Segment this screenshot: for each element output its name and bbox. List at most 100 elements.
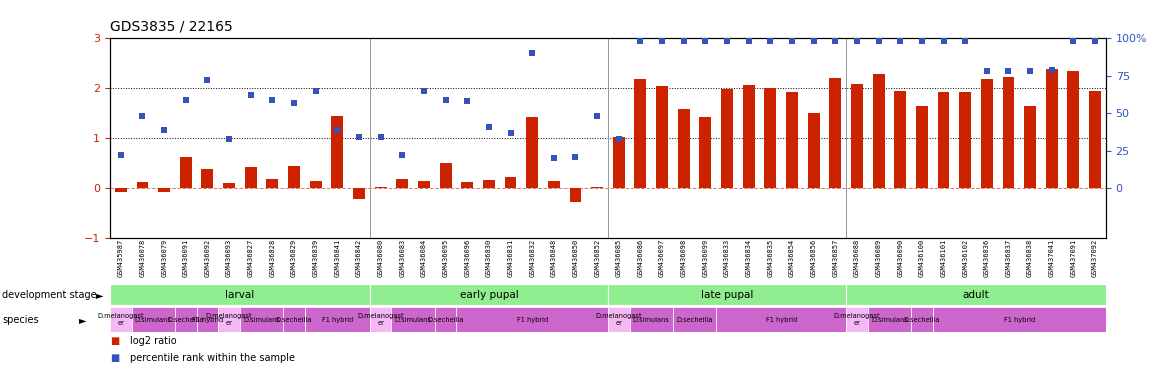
Text: early pupal: early pupal [460, 290, 519, 300]
Point [977, 68, 996, 74]
Text: ■: ■ [110, 336, 119, 346]
Bar [175, 307, 197, 332]
Text: GSM436101: GSM436101 [940, 239, 946, 277]
Bar [461, 182, 474, 188]
Point [955, 38, 974, 45]
Text: log2 ratio: log2 ratio [130, 336, 176, 346]
Point [544, 155, 563, 161]
Text: ►: ► [79, 314, 86, 325]
Bar [608, 284, 846, 305]
Bar [218, 307, 240, 332]
Point [913, 38, 931, 45]
Point [1064, 38, 1083, 45]
Bar [829, 78, 841, 188]
Bar [959, 92, 972, 188]
Text: D.melanogast
er: D.melanogast er [595, 313, 642, 326]
Bar [331, 116, 343, 188]
Text: D.melanogast
er: D.melanogast er [97, 313, 144, 326]
Text: F1 hybrid: F1 hybrid [1004, 317, 1035, 323]
Text: GSM436841: GSM436841 [335, 239, 340, 277]
Text: species: species [2, 314, 39, 325]
Point [350, 134, 368, 140]
Bar [867, 307, 911, 332]
Bar [305, 307, 369, 332]
Bar [873, 74, 885, 188]
Point [761, 38, 779, 45]
Text: GSM437041: GSM437041 [1049, 239, 1055, 277]
Text: GSM436085: GSM436085 [616, 239, 622, 277]
Text: GSM436832: GSM436832 [529, 239, 535, 277]
Point [566, 154, 585, 160]
Point [674, 38, 692, 45]
Bar [159, 188, 170, 192]
Text: ►: ► [96, 290, 103, 300]
Point [155, 127, 174, 133]
Text: GSM436830: GSM436830 [486, 239, 492, 277]
Bar [434, 307, 456, 332]
Text: GSM435987: GSM435987 [118, 239, 124, 277]
Bar [932, 307, 1106, 332]
Bar [613, 137, 624, 188]
Text: GSM436834: GSM436834 [746, 239, 752, 277]
Point [328, 127, 346, 133]
Text: GSM436856: GSM436856 [811, 239, 816, 277]
Point [740, 38, 758, 45]
Text: D.sechellia: D.sechellia [168, 317, 204, 323]
Bar [201, 169, 213, 188]
Bar [630, 307, 673, 332]
Point [437, 97, 455, 103]
Bar [110, 307, 132, 332]
Bar [391, 307, 434, 332]
Text: D.sechellia: D.sechellia [903, 317, 940, 323]
Point [696, 38, 714, 45]
Bar [894, 91, 907, 188]
Text: GSM436828: GSM436828 [270, 239, 276, 277]
Bar [197, 307, 218, 332]
Text: F1 hybrid: F1 hybrid [516, 317, 548, 323]
Text: GSM436096: GSM436096 [464, 239, 470, 277]
Text: GSM436827: GSM436827 [248, 239, 254, 277]
Text: GSM436084: GSM436084 [420, 239, 427, 277]
Point [263, 97, 281, 103]
Text: GSM436093: GSM436093 [226, 239, 232, 277]
Point [1042, 67, 1061, 73]
Point [372, 134, 390, 140]
Text: F1 hybrid: F1 hybrid [322, 317, 353, 323]
Bar [677, 109, 690, 188]
Point [501, 130, 520, 136]
Point [783, 38, 801, 45]
Point [848, 38, 866, 45]
Text: GSM436838: GSM436838 [1027, 239, 1033, 277]
Text: D.simulans: D.simulans [871, 317, 908, 323]
Point [826, 38, 844, 45]
Bar [456, 307, 608, 332]
Text: GSM436842: GSM436842 [356, 239, 362, 277]
Point [1021, 68, 1040, 74]
Bar [716, 307, 846, 332]
Text: D.melanogast
er: D.melanogast er [206, 313, 252, 326]
Point [523, 50, 542, 56]
Bar [1068, 71, 1079, 188]
Bar [526, 117, 538, 188]
Bar [223, 183, 235, 188]
Text: GSM436839: GSM436839 [313, 239, 318, 277]
Bar [592, 187, 603, 188]
Text: D.simulans: D.simulans [632, 317, 669, 323]
Bar [1090, 91, 1101, 188]
Text: GSM436095: GSM436095 [442, 239, 448, 277]
Bar [244, 167, 257, 188]
Text: GSM436854: GSM436854 [789, 239, 796, 277]
Text: late pupal: late pupal [701, 290, 753, 300]
Text: GSM436835: GSM436835 [768, 239, 774, 277]
Text: GSM436836: GSM436836 [984, 239, 990, 277]
Bar [353, 188, 365, 199]
Bar [1024, 106, 1036, 188]
Point [198, 77, 217, 83]
Bar [440, 163, 452, 188]
Text: GSM436857: GSM436857 [833, 239, 838, 277]
Text: D.sechellia: D.sechellia [427, 317, 464, 323]
Bar [179, 157, 192, 188]
Text: GSM437092: GSM437092 [1092, 239, 1098, 277]
Bar [807, 113, 820, 188]
Text: adult: adult [962, 290, 989, 300]
